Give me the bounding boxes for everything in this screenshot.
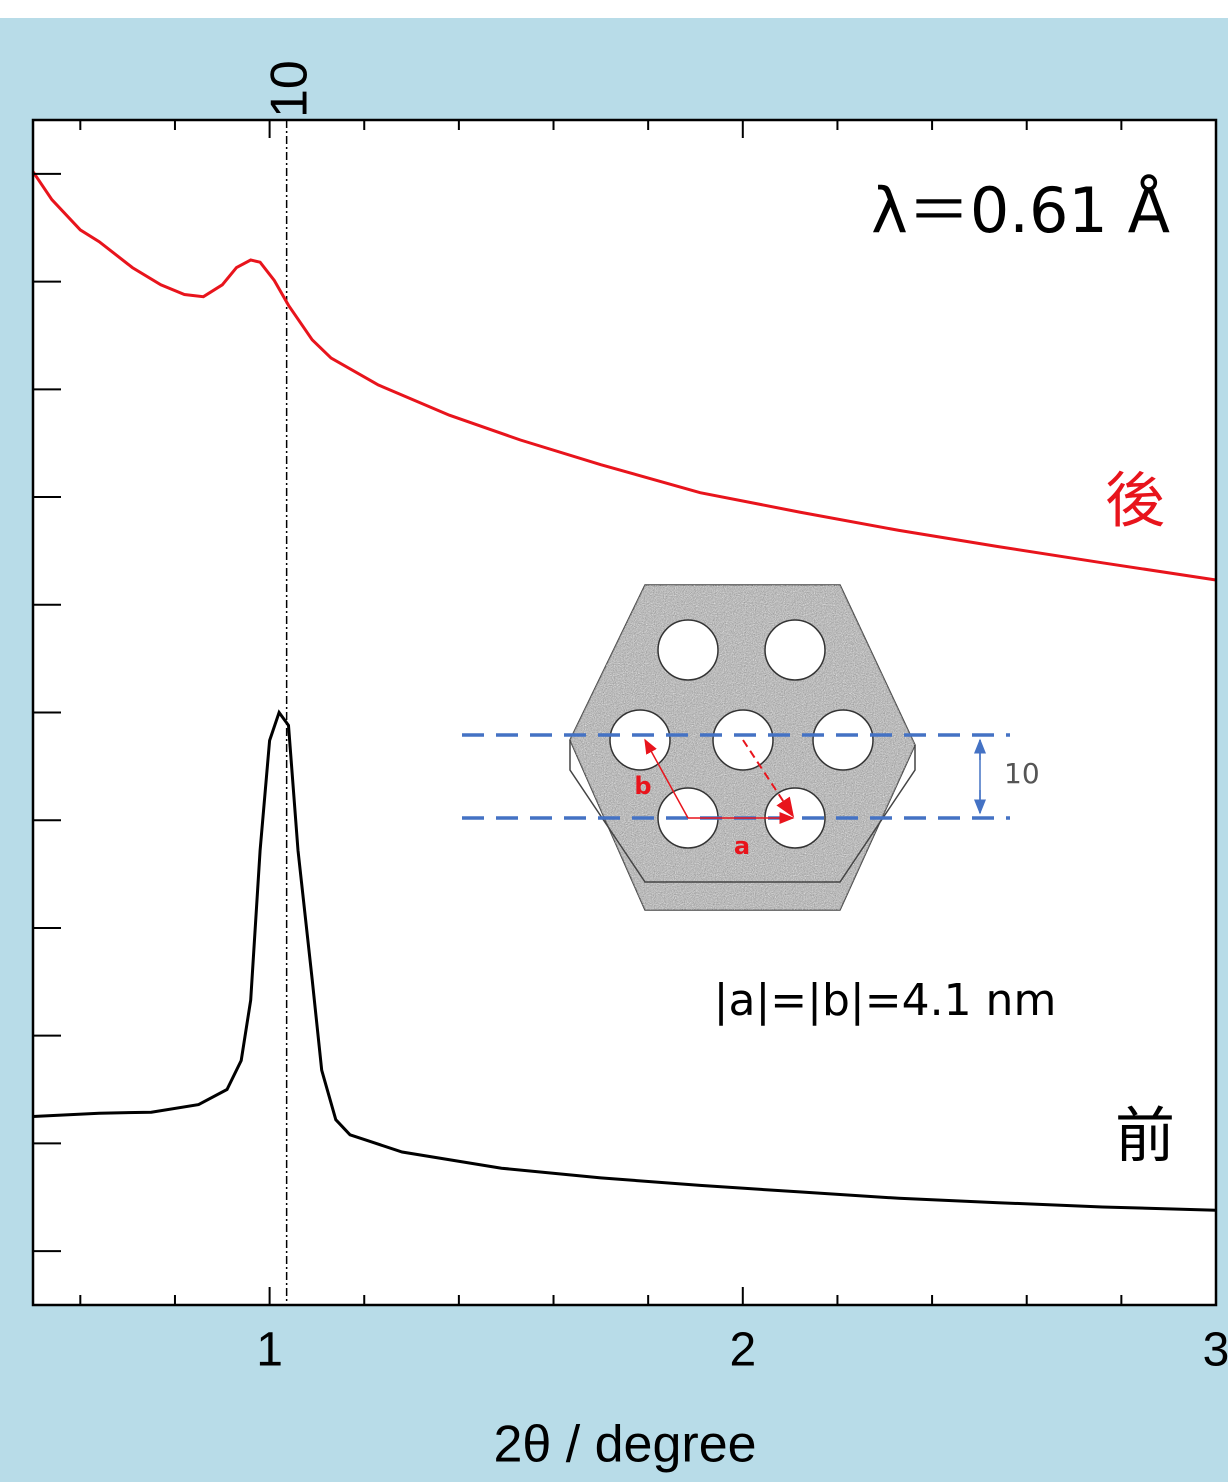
top-strip (0, 0, 1228, 18)
pores (609, 619, 874, 849)
x-tick-label: 2 (729, 1324, 756, 1377)
inset-label: a (734, 832, 750, 860)
line (32, 709, 1217, 1212)
inset-diagram: b a 10 (462, 584, 1040, 911)
series-label: 前 (1115, 1102, 1175, 1172)
annotation: |a|=|b|=4.1 nm (714, 975, 1057, 1026)
hexagon-edge (569, 740, 916, 883)
dashed-vector (742, 739, 795, 818)
inset-label: b (634, 772, 651, 800)
annotation: λ＝0.61 Å (871, 174, 1170, 247)
x-axis-label: 2θ / degree (493, 1416, 756, 1474)
inset-label: 10 (1004, 757, 1040, 790)
x-tick-label: 1 (256, 1324, 283, 1377)
vector-b (644, 738, 689, 819)
line (31, 170, 1217, 582)
series-label: 後 (1105, 467, 1165, 537)
x-tick-label: 3 (1203, 1324, 1228, 1377)
reference-label: 10 (260, 60, 318, 118)
